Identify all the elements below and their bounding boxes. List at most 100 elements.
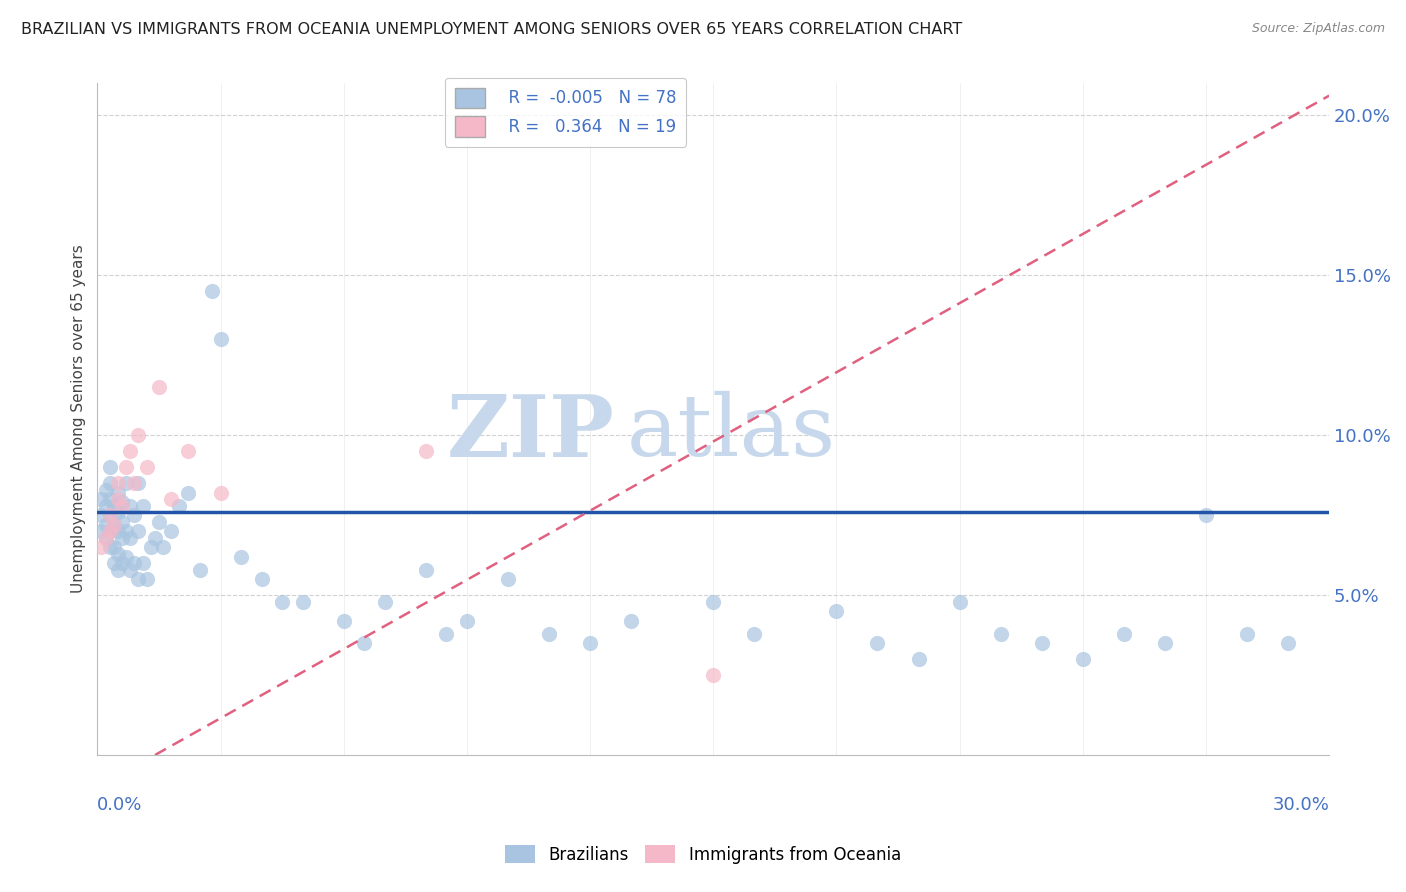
Point: [135, 572, 157, 586]
Point: [94, 531, 117, 545]
Point: [127, 428, 149, 442]
Point: [120, 563, 142, 577]
Point: [176, 485, 198, 500]
Point: [94, 517, 117, 532]
Y-axis label: Unemployment Among Seniors over 65 years: Unemployment Among Seniors over 65 years: [72, 244, 86, 593]
Point: [115, 460, 138, 475]
Point: [124, 508, 146, 523]
Point: [103, 499, 125, 513]
Point: [1154, 636, 1177, 650]
Point: [1277, 636, 1299, 650]
Point: [169, 499, 191, 513]
Text: Source: ZipAtlas.com: Source: ZipAtlas.com: [1251, 22, 1385, 36]
Point: [148, 515, 170, 529]
Point: [434, 626, 457, 640]
Point: [456, 614, 478, 628]
Point: [94, 483, 117, 497]
Point: [415, 444, 437, 458]
Point: [98, 524, 121, 538]
Point: [866, 636, 889, 650]
Point: [115, 476, 138, 491]
Point: [111, 531, 134, 545]
Legend:   R =  -0.005   N = 78,   R =   0.364   N = 19: R = -0.005 N = 78, R = 0.364 N = 19: [444, 78, 686, 146]
Point: [111, 556, 134, 570]
Point: [353, 636, 375, 650]
Text: 30.0%: 30.0%: [1272, 796, 1329, 814]
Point: [131, 556, 153, 570]
Point: [98, 524, 121, 538]
Point: [111, 495, 134, 509]
Point: [229, 549, 252, 564]
Point: [1031, 636, 1053, 650]
Point: [291, 594, 314, 608]
Point: [107, 547, 129, 561]
Point: [111, 515, 134, 529]
Point: [188, 563, 211, 577]
Point: [160, 492, 183, 507]
Point: [415, 563, 437, 577]
Point: [120, 531, 142, 545]
Point: [209, 332, 232, 346]
Point: [139, 540, 162, 554]
Point: [98, 508, 121, 523]
Point: [152, 540, 174, 554]
Point: [90, 492, 112, 507]
Point: [1195, 508, 1218, 523]
Point: [94, 531, 117, 545]
Point: [271, 594, 294, 608]
Point: [103, 517, 125, 532]
Point: [127, 572, 149, 586]
Point: [742, 626, 765, 640]
Point: [127, 476, 149, 491]
Text: ZIP: ZIP: [447, 391, 614, 475]
Point: [98, 540, 121, 554]
Point: [135, 460, 157, 475]
Point: [124, 476, 146, 491]
Point: [176, 444, 198, 458]
Point: [98, 476, 121, 491]
Text: BRAZILIAN VS IMMIGRANTS FROM OCEANIA UNEMPLOYMENT AMONG SENIORS OVER 65 YEARS CO: BRAZILIAN VS IMMIGRANTS FROM OCEANIA UNE…: [21, 22, 962, 37]
Point: [98, 508, 121, 523]
Point: [949, 594, 972, 608]
Point: [107, 492, 129, 507]
Legend: Brazilians, Immigrants from Oceania: Brazilians, Immigrants from Oceania: [498, 838, 908, 871]
Point: [124, 556, 146, 570]
Point: [107, 485, 129, 500]
Point: [103, 517, 125, 532]
Point: [90, 540, 112, 554]
Point: [250, 572, 273, 586]
Point: [131, 499, 153, 513]
Point: [107, 505, 129, 519]
Point: [120, 444, 142, 458]
Point: [374, 594, 396, 608]
Point: [103, 556, 125, 570]
Point: [620, 614, 643, 628]
Point: [1112, 626, 1135, 640]
Point: [148, 380, 170, 394]
Point: [537, 626, 560, 640]
Point: [825, 604, 848, 618]
Point: [496, 572, 519, 586]
Point: [107, 563, 129, 577]
Point: [702, 594, 724, 608]
Point: [115, 549, 138, 564]
Point: [579, 636, 602, 650]
Point: [107, 476, 129, 491]
Point: [111, 499, 134, 513]
Point: [907, 652, 929, 666]
Point: [127, 524, 149, 538]
Point: [332, 614, 354, 628]
Point: [115, 524, 138, 538]
Point: [103, 540, 125, 554]
Point: [120, 499, 142, 513]
Point: [1236, 626, 1258, 640]
Point: [160, 524, 183, 538]
Point: [143, 531, 166, 545]
Point: [209, 485, 232, 500]
Point: [90, 524, 112, 538]
Point: [201, 284, 224, 298]
Text: 0.0%: 0.0%: [97, 796, 143, 814]
Point: [702, 668, 724, 682]
Point: [107, 524, 129, 538]
Text: atlas: atlas: [627, 391, 837, 475]
